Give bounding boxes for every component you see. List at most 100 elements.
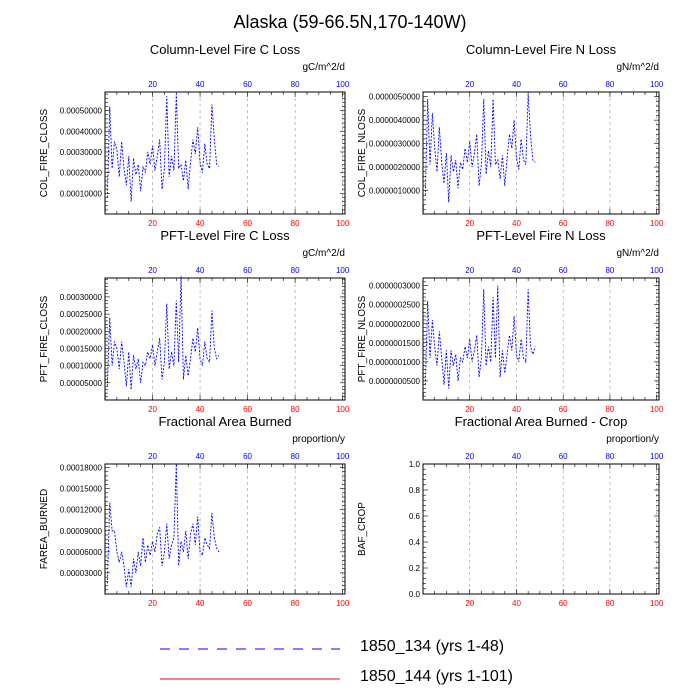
x-tick-label-bottom: 60 xyxy=(559,219,568,228)
units-label: gN/m^2/d xyxy=(617,248,660,259)
y-tick-label: 0.0000030000 xyxy=(369,140,421,149)
y-axis-label: PFT_FIRE_NLOSS xyxy=(357,295,368,382)
units-label: gC/m^2/d xyxy=(303,248,346,259)
x-tick-label-bottom: 40 xyxy=(196,219,205,228)
plot-frame xyxy=(104,91,346,215)
x-tick-label-bottom: 80 xyxy=(291,405,300,414)
y-tick-label: 0.00030000 xyxy=(60,293,103,302)
x-tick-label-bottom: 20 xyxy=(148,405,157,414)
x-tick-label-bottom: 40 xyxy=(196,599,205,608)
y-tick-label: 0.0000040000 xyxy=(369,116,421,125)
series-line-1850-134 xyxy=(424,94,536,203)
x-tick-label-top: 20 xyxy=(465,80,474,89)
x-tick-label-top: 80 xyxy=(291,80,300,89)
y-tick-label: 0.0000003000 xyxy=(369,282,421,291)
y-tick-label: 0.8 xyxy=(409,486,421,495)
y-tick-label: 0.00015000 xyxy=(60,485,103,494)
x-tick-label-top: 80 xyxy=(605,266,614,275)
x-tick-label-bottom: 60 xyxy=(559,405,568,414)
x-tick-label-bottom: 60 xyxy=(243,405,252,414)
x-tick-label-top: 40 xyxy=(512,80,521,89)
x-tick-label-top: 40 xyxy=(512,452,521,461)
y-axis-label: BAF_CROP xyxy=(357,502,368,556)
series-line-1850-134 xyxy=(106,276,220,390)
y-tick-label: 0.0 xyxy=(409,590,421,599)
x-tick-label-top: 20 xyxy=(465,266,474,275)
series-line-1850-134 xyxy=(106,463,220,588)
x-tick-label-top: 100 xyxy=(336,80,350,89)
x-tick-label-bottom: 60 xyxy=(559,599,568,608)
y-tick-label: 0.2 xyxy=(409,564,421,573)
x-tick-label-bottom: 40 xyxy=(512,599,521,608)
y-tick-label: 0.00010000 xyxy=(60,362,103,371)
y-axis-label: FAREA_BURNED xyxy=(39,489,50,570)
y-tick-label: 0.0000001000 xyxy=(369,358,421,367)
x-tick-label-top: 100 xyxy=(336,452,350,461)
x-tick-label-top: 100 xyxy=(650,452,664,461)
x-tick-label-bottom: 100 xyxy=(650,219,664,228)
series-line-1850-134 xyxy=(106,94,220,202)
x-tick-label-bottom: 40 xyxy=(196,405,205,414)
units-label: gC/m^2/d xyxy=(303,62,346,73)
x-tick-label-bottom: 80 xyxy=(605,599,614,608)
x-tick-label-bottom: 40 xyxy=(512,219,521,228)
x-tick-label-top: 60 xyxy=(243,452,252,461)
x-tick-label-top: 20 xyxy=(465,452,474,461)
x-tick-label-bottom: 100 xyxy=(336,219,350,228)
y-tick-label: 0.00005000 xyxy=(60,379,103,388)
chart-title: Column-Level Fire N Loss xyxy=(466,42,617,57)
plot-frame xyxy=(422,463,660,595)
x-tick-label-top: 20 xyxy=(148,266,157,275)
y-tick-label: 0.00025000 xyxy=(60,310,103,319)
legend-swatch-solid xyxy=(160,678,340,680)
x-tick-label-top: 60 xyxy=(243,80,252,89)
units-label: gN/m^2/d xyxy=(617,62,660,73)
y-tick-label: 0.0000010000 xyxy=(369,187,421,196)
plot-frame xyxy=(422,277,660,401)
chart-title: PFT-Level Fire N Loss xyxy=(476,228,606,243)
x-tick-label-bottom: 20 xyxy=(148,599,157,608)
plot-frame xyxy=(104,463,346,595)
x-tick-label-top: 20 xyxy=(148,452,157,461)
y-axis-label: COL_FIRE_CLOSS xyxy=(39,108,50,197)
y-axis-label: PFT_FIRE_CLOSS xyxy=(39,295,50,382)
y-tick-label: 0.0000001500 xyxy=(369,339,421,348)
legend-label-1850-134: 1850_134 (yrs 1-48) xyxy=(360,638,505,655)
x-tick-label-bottom: 100 xyxy=(650,405,664,414)
x-tick-label-top: 60 xyxy=(559,266,568,275)
y-tick-label: 0.0000020000 xyxy=(369,163,421,172)
y-tick-label: 0.00015000 xyxy=(60,344,103,353)
x-tick-label-top: 20 xyxy=(148,80,157,89)
x-tick-label-top: 100 xyxy=(336,266,350,275)
x-tick-label-bottom: 100 xyxy=(336,599,350,608)
y-tick-label: 0.00050000 xyxy=(60,107,103,116)
x-tick-label-top: 40 xyxy=(196,80,205,89)
x-tick-label-top: 40 xyxy=(512,266,521,275)
x-tick-label-bottom: 20 xyxy=(148,219,157,228)
legend-label-1850-144: 1850_144 (yrs 1-101) xyxy=(360,668,513,685)
x-tick-label-bottom: 80 xyxy=(291,599,300,608)
y-tick-label: 0.00012000 xyxy=(60,506,103,515)
y-tick-label: 0.6 xyxy=(409,512,421,521)
x-tick-label-top: 100 xyxy=(650,266,664,275)
y-tick-label: 0.00020000 xyxy=(60,169,103,178)
x-tick-label-top: 100 xyxy=(650,80,664,89)
x-tick-label-top: 60 xyxy=(559,452,568,461)
y-tick-label: 0.00003000 xyxy=(60,569,103,578)
y-tick-label: 0.0000002500 xyxy=(369,301,421,310)
y-tick-label: 0.00040000 xyxy=(60,127,103,136)
x-tick-label-bottom: 80 xyxy=(605,219,614,228)
x-tick-label-top: 60 xyxy=(243,266,252,275)
panels-group: Column-Level Fire C LossgC/m^2/dCOL_FIRE… xyxy=(39,42,664,608)
chart-panel-3: PFT-Level Fire C Loss gC/m^2/d PFT_FIRE_CL… xyxy=(39,228,350,414)
x-tick-label-bottom: 60 xyxy=(243,219,252,228)
chart-title: Column-Level Fire C Loss xyxy=(150,42,301,57)
x-tick-label-bottom: 80 xyxy=(605,405,614,414)
x-tick-label-bottom: 60 xyxy=(243,599,252,608)
x-tick-label-top: 80 xyxy=(605,452,614,461)
chart-title: PFT-Level Fire C Loss xyxy=(160,228,290,243)
x-tick-label-top: 80 xyxy=(291,266,300,275)
x-tick-label-bottom: 20 xyxy=(465,219,474,228)
